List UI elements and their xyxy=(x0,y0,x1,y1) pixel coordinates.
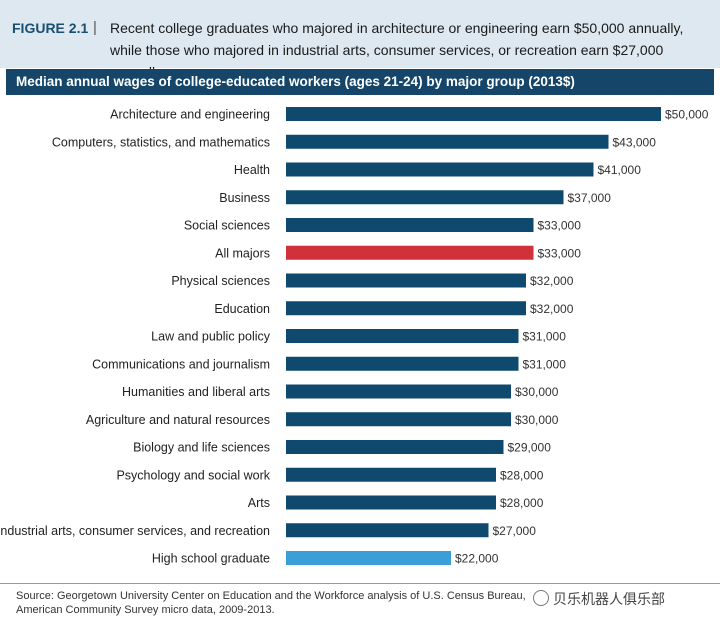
bar xyxy=(286,467,496,482)
chart-title-bar: Median annual wages of college-educated … xyxy=(6,69,714,95)
bar xyxy=(286,440,504,454)
data-label: $27,000 xyxy=(493,524,537,538)
category-label: Physical sciences xyxy=(171,274,270,288)
category-label: Computers, statistics, and mathematics xyxy=(52,135,270,149)
category-label: Health xyxy=(234,163,270,177)
data-label: $37,000 xyxy=(568,191,612,205)
category-label: High school graduate xyxy=(152,552,270,566)
data-label: $33,000 xyxy=(538,246,582,260)
category-label: Education xyxy=(214,302,270,316)
data-label: $29,000 xyxy=(508,441,552,455)
figure-separator: | xyxy=(93,19,97,36)
data-label: $33,000 xyxy=(538,219,582,233)
data-label: $22,000 xyxy=(455,552,499,566)
bar xyxy=(286,384,511,399)
data-label: $28,000 xyxy=(500,468,544,482)
watermark: 贝乐机器人俱乐部 xyxy=(533,589,665,609)
figure-header: FIGURE 2.1 | Recent college graduates wh… xyxy=(0,0,720,80)
category-label: All majors xyxy=(215,246,270,260)
bar xyxy=(286,218,534,232)
data-label: $43,000 xyxy=(613,135,657,149)
bar xyxy=(286,301,526,316)
bar xyxy=(286,523,489,538)
category-label: Business xyxy=(219,191,270,205)
data-label: $32,000 xyxy=(530,274,574,288)
category-label: Architecture and engineering xyxy=(110,108,270,122)
data-label: $31,000 xyxy=(523,357,567,371)
category-label: Psychology and social work xyxy=(116,468,270,482)
data-label: $28,000 xyxy=(500,496,544,510)
bar xyxy=(286,495,496,510)
data-label: $41,000 xyxy=(598,163,642,177)
chart-title: Median annual wages of college-educated … xyxy=(16,74,575,89)
bar xyxy=(286,356,519,371)
bar xyxy=(286,190,564,205)
category-label: Law and public policy xyxy=(151,330,271,344)
category-label: Industrial arts, consumer services, and … xyxy=(0,524,270,538)
bar xyxy=(286,329,519,343)
category-label: Biology and life sciences xyxy=(133,441,270,455)
data-label: $50,000 xyxy=(665,108,709,122)
bar-chart: Architecture and engineering $50,000 Compu… xyxy=(0,107,709,566)
wechat-icon xyxy=(533,590,549,606)
data-label: $32,000 xyxy=(530,302,574,316)
category-label: Agriculture and natural resources xyxy=(86,413,270,427)
bar xyxy=(286,107,661,121)
footer-divider xyxy=(0,583,720,584)
bar xyxy=(286,273,526,288)
category-label: Social sciences xyxy=(184,219,270,233)
category-label: Humanities and liberal arts xyxy=(122,385,270,399)
watermark-text: 贝乐机器人俱乐部 xyxy=(553,591,665,607)
category-label: Arts xyxy=(248,496,270,510)
source-note: Source: Georgetown University Center on … xyxy=(16,590,526,616)
bar xyxy=(286,245,534,260)
category-label: Communications and journalism xyxy=(92,357,270,371)
bar xyxy=(286,412,511,427)
data-label: $30,000 xyxy=(515,385,559,399)
data-label: $30,000 xyxy=(515,413,559,427)
data-label: $31,000 xyxy=(523,330,567,344)
figure-label: FIGURE 2.1 xyxy=(12,20,89,36)
bar xyxy=(286,162,594,177)
bar xyxy=(286,134,609,149)
bar xyxy=(286,551,451,565)
